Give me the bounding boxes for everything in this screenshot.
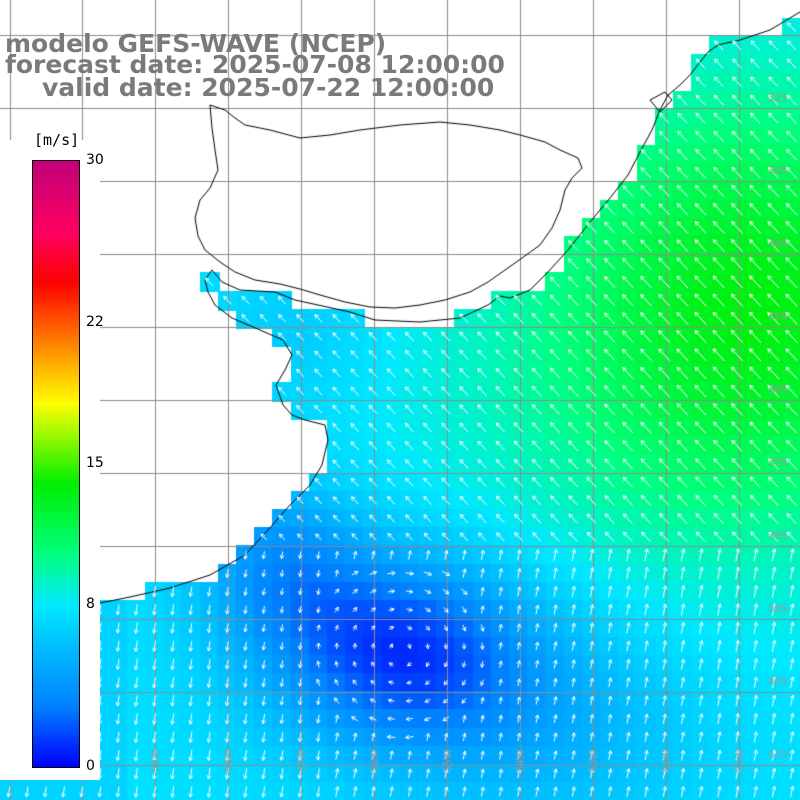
colorbar-tick-label: 22: [86, 313, 104, 330]
valid-date: valid date: 2025-07-22 12:00:00: [42, 73, 495, 102]
colorbar-unit: [m/s]: [34, 131, 80, 149]
colorbar-gradient: [32, 160, 80, 768]
colorbar-tick-label: 30: [86, 152, 104, 168]
forecast-date: forecast date: 2025-07-08 12:00:00: [5, 50, 505, 79]
model-title: modelo GEFS-WAVE (NCEP): [5, 29, 387, 58]
colorbar-tick-label: 8: [86, 596, 95, 613]
colorbar-tick-label: 0: [86, 758, 95, 774]
colorbar-tick-label: 15: [86, 455, 104, 471]
